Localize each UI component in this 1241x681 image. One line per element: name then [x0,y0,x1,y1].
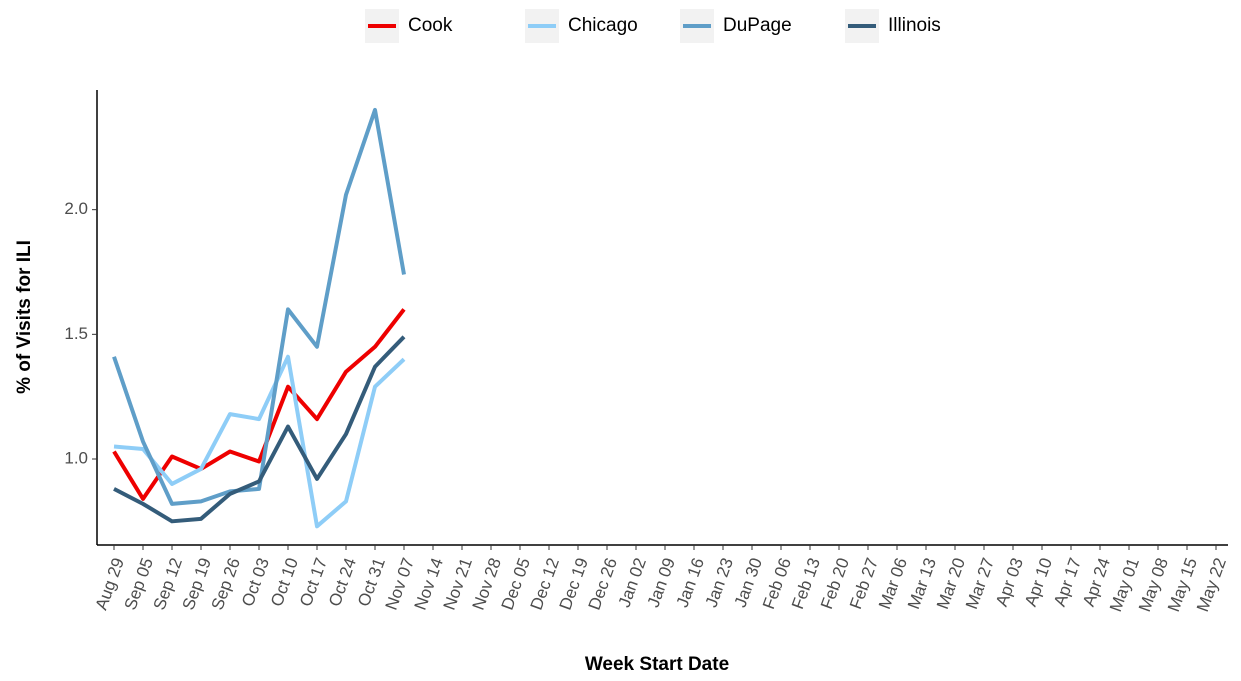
line [113,335,406,524]
line [113,354,406,529]
y-tick-label: 1.0 [64,448,88,467]
legend-label: Cook [408,15,453,36]
y-tick-label: 1.5 [64,324,88,343]
legend-label: DuPage [723,15,792,36]
line [112,107,406,506]
y-tick-label: 2.0 [64,199,88,218]
legend-label: Illinois [888,15,941,36]
legend-label: Chicago [568,15,638,36]
y-axis-title: % of Visits for ILI [14,240,35,394]
x-axis-title: Week Start Date [585,654,729,675]
